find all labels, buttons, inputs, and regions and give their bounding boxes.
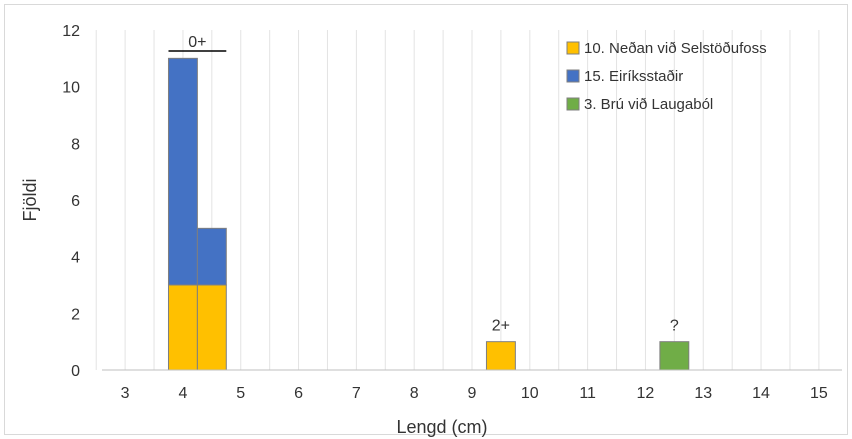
y-tick-labels: 0 2 4 6 8 10 12 [62,23,80,380]
x-tick-label: 13 [694,385,712,402]
y-tick-label: 8 [71,136,80,153]
legend-swatch [566,97,580,111]
y-tick-label: 2 [71,306,80,323]
y-axis-label: Fjöldi [20,178,40,221]
y-tick-label: 0 [71,363,80,380]
x-axis-label: Lengd (cm) [396,417,487,437]
x-tick-label: 7 [352,385,361,402]
x-tick-label: 11 [579,385,596,402]
annotations: 0+ 2+? [168,34,679,334]
x-tick-label: 10 [521,385,539,402]
legend-swatch [566,41,580,55]
x-tick-label: 14 [752,385,770,402]
y-tick-label: 4 [71,250,80,267]
annotation-label: ? [670,317,679,334]
y-tick-label: 10 [62,80,80,97]
x-tick-label: 4 [178,385,187,402]
bar-2 [196,227,227,286]
bar-1 [196,284,227,371]
bar-3 [659,341,690,371]
x-tick-label: 12 [637,385,655,402]
x-tick-labels: 3 4 5 6 7 8 9 10 11 12 13 14 15 [121,385,828,402]
x-tick-label: 15 [810,385,828,402]
annotation-label: 0+ [188,34,206,51]
bar-1 [485,341,516,371]
chart-frame [4,4,848,435]
x-tick-label: 8 [410,385,419,402]
legend: 10. Neðan við Selstöðufoss 15. Eiríksstað… [566,40,767,113]
bar-2 [167,57,198,286]
x-tick-label: 3 [121,385,130,402]
legend-label: 15. Eiríksstaðir [584,68,683,85]
x-tick-label: 9 [468,385,477,402]
x-tick-label: 5 [236,385,245,402]
x-tick-label: 6 [294,385,303,402]
y-tick-label: 12 [62,23,80,40]
legend-label: 3. Brú við Laugaból [584,96,713,113]
annotation-label: 2+ [492,317,510,334]
legend-swatch [566,69,580,83]
bars [167,57,690,371]
y-tick-label: 6 [71,193,80,210]
bar-1 [167,284,198,371]
legend-label: 10. Neðan við Selstöðufoss [584,40,767,57]
